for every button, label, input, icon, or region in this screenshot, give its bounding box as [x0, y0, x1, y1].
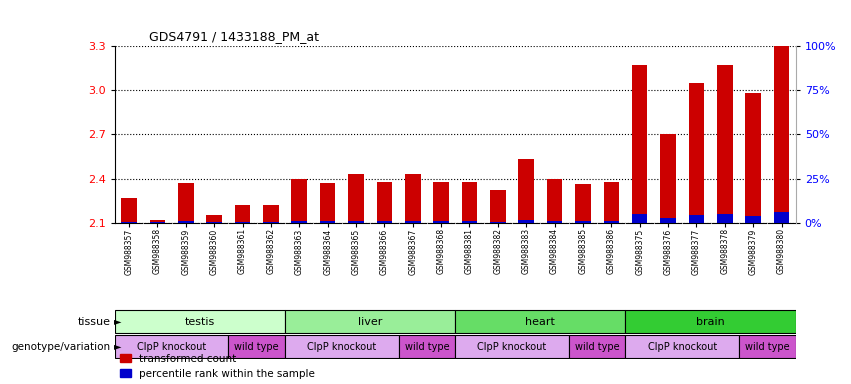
Text: ►: ► [114, 341, 122, 352]
Bar [178, 220, 193, 223]
Bar [660, 218, 676, 223]
Text: ClpP knockout: ClpP knockout [477, 341, 546, 352]
Bar [206, 215, 222, 223]
Bar [115, 310, 285, 333]
Bar [745, 93, 761, 223]
Bar [206, 222, 222, 223]
Bar [455, 335, 568, 358]
Bar [121, 198, 137, 223]
Bar [745, 216, 761, 223]
Bar [235, 205, 250, 223]
Bar [285, 335, 398, 358]
Bar [568, 335, 625, 358]
Bar [455, 310, 625, 333]
Bar [688, 83, 705, 223]
Bar [320, 183, 335, 223]
Bar [320, 221, 335, 223]
Bar [490, 222, 505, 223]
Text: ClpP knockout: ClpP knockout [648, 341, 717, 352]
Text: wild type: wild type [574, 341, 620, 352]
Bar [774, 46, 790, 223]
Bar [518, 159, 534, 223]
Bar [433, 182, 449, 223]
Bar [546, 179, 563, 223]
Bar [518, 220, 534, 223]
Bar [546, 221, 563, 223]
Text: wild type: wild type [745, 341, 790, 352]
Bar [660, 134, 676, 223]
Text: wild type: wild type [234, 341, 279, 352]
Bar [631, 214, 648, 223]
Bar [461, 221, 477, 223]
Bar [625, 335, 739, 358]
Bar [178, 183, 193, 223]
Bar [739, 335, 796, 358]
Bar [717, 214, 733, 223]
Bar [228, 335, 285, 358]
Bar [603, 182, 620, 223]
Bar [688, 215, 705, 223]
Bar [376, 221, 392, 223]
Bar [631, 65, 648, 223]
Bar [405, 220, 420, 223]
Bar [774, 212, 790, 223]
Bar [603, 221, 620, 223]
Bar [433, 221, 449, 223]
Bar [575, 184, 591, 223]
Bar [461, 182, 477, 223]
Bar [398, 335, 455, 358]
Text: ►: ► [114, 316, 122, 327]
Text: genotype/variation: genotype/variation [12, 341, 111, 352]
Bar [625, 310, 796, 333]
Bar [121, 222, 137, 223]
Bar [490, 190, 505, 223]
Bar [291, 179, 307, 223]
Bar [575, 222, 591, 223]
Bar [115, 335, 228, 358]
Bar [376, 182, 392, 223]
Bar [235, 222, 250, 223]
Text: ClpP knockout: ClpP knockout [137, 341, 206, 352]
Text: heart: heart [525, 316, 556, 327]
Text: wild type: wild type [404, 341, 449, 352]
Bar [150, 220, 165, 223]
Text: GDS4791 / 1433188_PM_at: GDS4791 / 1433188_PM_at [149, 30, 319, 43]
Text: ClpP knockout: ClpP knockout [307, 341, 376, 352]
Legend: transformed count, percentile rank within the sample: transformed count, percentile rank withi… [120, 354, 315, 379]
Text: liver: liver [358, 316, 382, 327]
Bar [285, 310, 455, 333]
Text: brain: brain [696, 316, 725, 327]
Bar [405, 174, 420, 223]
Bar [291, 220, 307, 223]
Text: testis: testis [185, 316, 215, 327]
Bar [263, 205, 278, 223]
Bar [717, 65, 733, 223]
Text: tissue: tissue [77, 316, 111, 327]
Bar [263, 222, 278, 223]
Bar [348, 174, 364, 223]
Bar [348, 220, 364, 223]
